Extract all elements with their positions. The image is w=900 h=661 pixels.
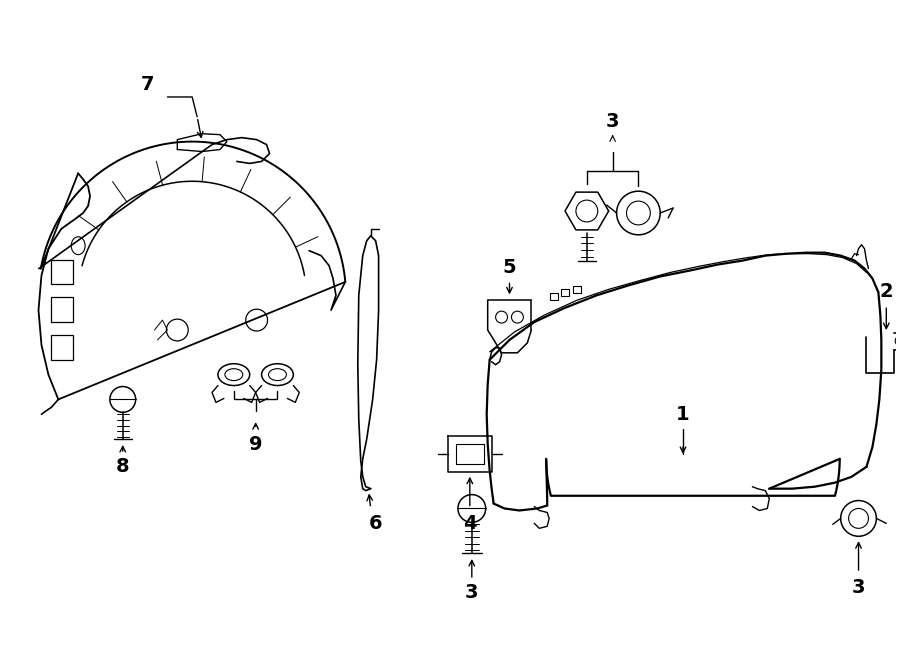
Bar (51, 297, 73, 322)
Text: 2: 2 (879, 282, 893, 301)
Bar (573, 286, 580, 293)
Text: 3: 3 (465, 583, 479, 602)
Text: 7: 7 (140, 75, 154, 94)
Text: 9: 9 (249, 434, 263, 453)
Text: 3: 3 (851, 578, 865, 598)
Text: 8: 8 (116, 457, 130, 477)
Bar (550, 293, 558, 300)
Text: 4: 4 (463, 514, 477, 533)
Bar (561, 290, 569, 296)
Text: 5: 5 (503, 258, 517, 277)
Text: 6: 6 (369, 514, 382, 533)
Text: 3: 3 (606, 112, 619, 132)
Bar (51, 335, 73, 360)
Bar (51, 260, 73, 284)
Text: 1: 1 (676, 405, 689, 424)
